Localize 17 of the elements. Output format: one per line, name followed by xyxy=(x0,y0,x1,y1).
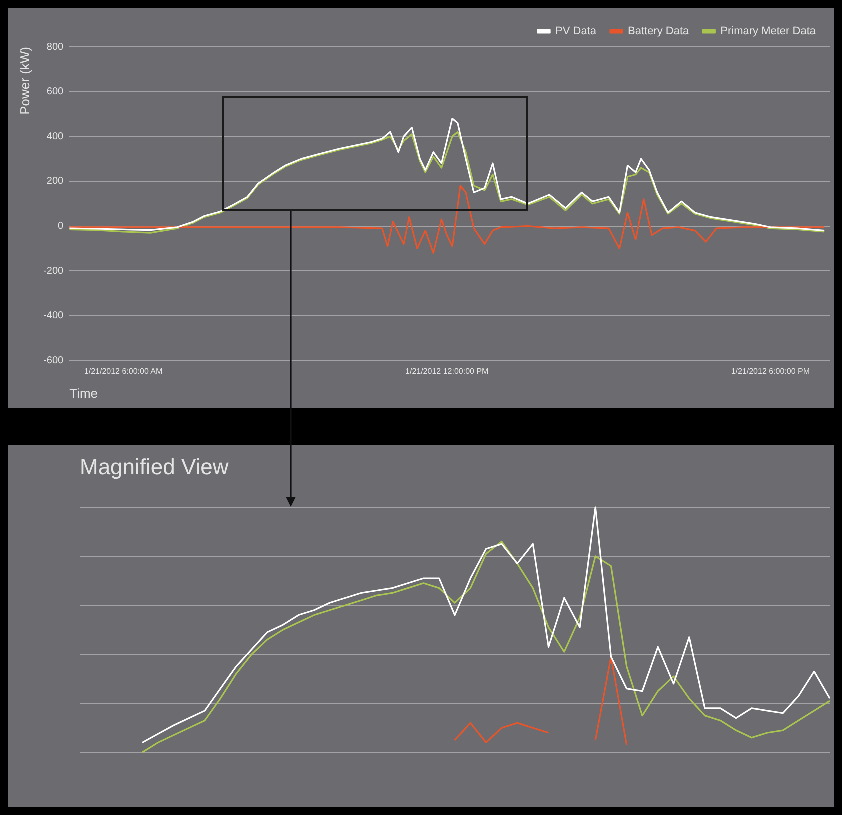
x-tick-label: 1/21/2012 6:00:00 AM xyxy=(84,366,164,376)
y-tick-label: -600 xyxy=(44,356,64,367)
y-tick-label: 600 xyxy=(46,86,64,98)
y-tick-label: -400 xyxy=(44,310,64,322)
y-tick-label: 800 xyxy=(46,42,64,53)
chart-title: Magnified View xyxy=(80,454,229,480)
x-tick-label: 1/21/2012 12:00:00 PM xyxy=(406,366,490,376)
legend-label: PV Data xyxy=(556,26,598,38)
y-tick-label: 0 xyxy=(58,221,64,232)
y-tick-label: 200 xyxy=(46,176,64,188)
y-tick-label: -200 xyxy=(44,266,64,277)
x-tick-label: 1/21/2012 6:00:00 PM xyxy=(731,366,810,376)
legend-label: Primary Meter Data xyxy=(720,26,817,38)
x-axis-title: Time xyxy=(70,386,98,401)
y-axis-title: Power (kW) xyxy=(17,47,32,115)
y-tick-label: 400 xyxy=(46,131,64,142)
legend-label: Battery Data xyxy=(628,26,690,38)
